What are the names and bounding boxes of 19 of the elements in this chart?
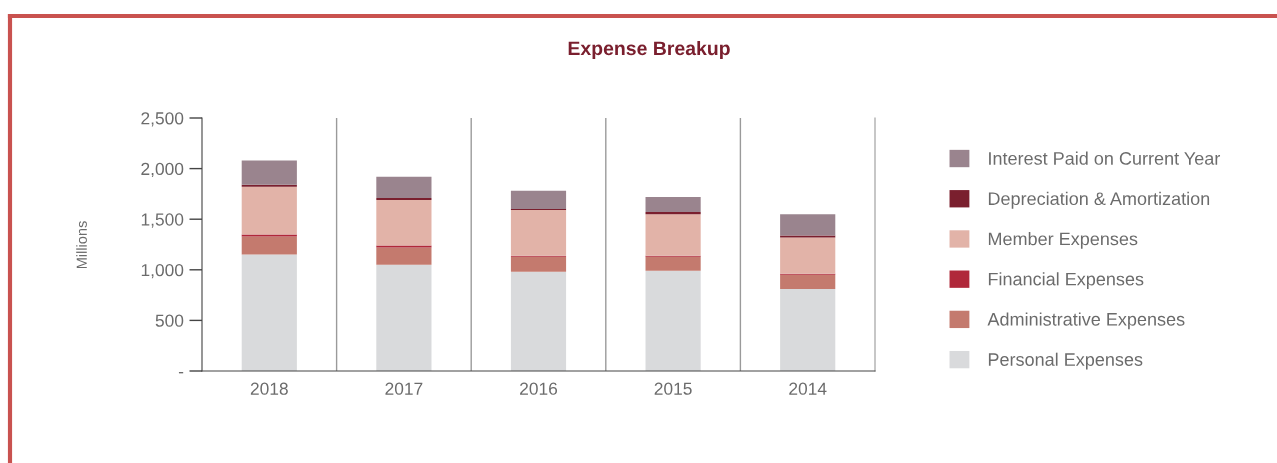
legend-label: Administrative Expenses bbox=[987, 312, 1185, 330]
legend-label: Interest Paid on Current Year bbox=[989, 151, 1221, 165]
y-tick-label: 1,500 bbox=[141, 213, 184, 228]
x-tick-label: 2017 bbox=[385, 382, 423, 395]
legend-label: Depreciation & Amortization bbox=[988, 191, 1210, 209]
x-tick-label: 2016 bbox=[520, 382, 558, 395]
y-tick-label: 1,000 bbox=[141, 263, 184, 279]
chart-title: Expense Breakup bbox=[568, 40, 730, 60]
y-axis-title: Millions bbox=[76, 221, 87, 269]
legend-label: Member Expenses bbox=[988, 232, 1138, 249]
y-tick-label: 500 bbox=[155, 314, 184, 327]
legend-label: Personal Expenses bbox=[988, 352, 1143, 370]
x-tick-label: 2018 bbox=[250, 382, 288, 395]
x-tick-label: 2014 bbox=[789, 382, 827, 395]
y-tick-label: 2,000 bbox=[141, 162, 184, 178]
y-tick-label: - bbox=[178, 372, 184, 374]
y-tick-label: 2,500 bbox=[141, 112, 184, 127]
legend-label: Financial Expenses bbox=[988, 272, 1144, 290]
x-tick-label: 2015 bbox=[654, 382, 692, 395]
